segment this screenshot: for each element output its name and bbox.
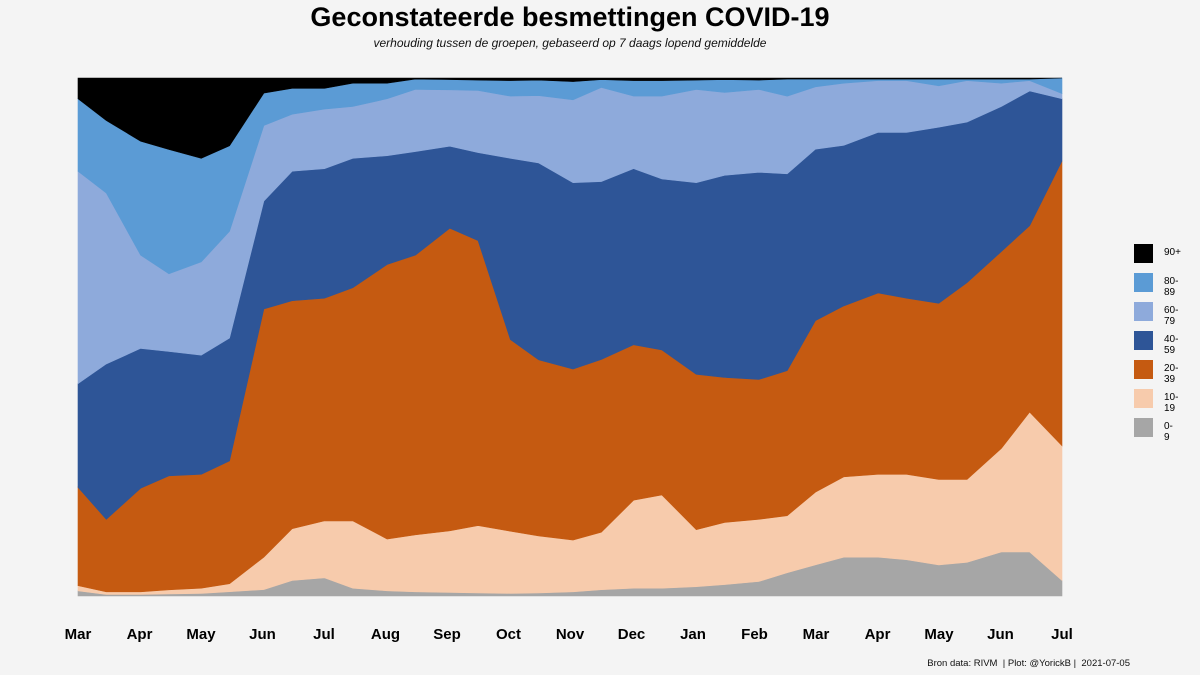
x-tick-label: Jul: [1051, 626, 1073, 643]
x-tick-label: Jan: [680, 626, 706, 643]
x-tick-label: Sep: [433, 626, 461, 643]
legend-label: 60-79: [1164, 305, 1179, 327]
source-caption: Bron data: RIVM | Plot: @YorickB | 2021-…: [927, 658, 1130, 669]
x-tick-label: Apr: [865, 626, 891, 643]
chart-title: Geconstateerde besmettingen COVID-19: [310, 2, 830, 32]
x-tick-label: Nov: [556, 626, 585, 643]
chart-subtitle: verhouding tussen de groepen, gebaseerd …: [373, 36, 767, 50]
x-tick-label: May: [186, 626, 216, 643]
x-tick-label: Aug: [371, 626, 400, 643]
legend-label: 80-89: [1164, 276, 1179, 298]
x-tick-label: Jul: [313, 626, 335, 643]
x-tick-label: Apr: [127, 626, 153, 643]
legend-label: 0-9: [1164, 421, 1173, 443]
area-layers: [77, 77, 1063, 597]
x-tick-label: Jun: [987, 626, 1014, 643]
legend-swatch: [1134, 389, 1153, 408]
x-tick-label: Jun: [249, 626, 276, 643]
x-tick-label: Mar: [803, 626, 830, 643]
legend-swatch: [1134, 273, 1153, 292]
legend-label: 10-19: [1164, 392, 1179, 414]
x-axis-tick-labels: Mar Apr May Jun Jul Aug Sep Oct Nov Dec Jan Feb Mar A…: [65, 626, 1073, 643]
x-tick-label: Dec: [618, 626, 646, 643]
legend-label: 20-39: [1164, 363, 1179, 385]
legend-swatch: [1134, 244, 1153, 263]
x-tick-label: Feb: [741, 626, 768, 643]
legend-swatch: [1134, 331, 1153, 350]
legend-swatch: [1134, 302, 1153, 321]
legend-label: 90+: [1164, 247, 1181, 258]
legend-swatch: [1134, 418, 1153, 437]
x-tick-label: May: [924, 626, 954, 643]
area-series-90+: [77, 77, 1063, 159]
legend-swatch: [1134, 360, 1153, 379]
legend-label: 40-59: [1164, 334, 1179, 356]
x-tick-label: Oct: [496, 626, 521, 643]
x-tick-label: Mar: [65, 626, 92, 643]
